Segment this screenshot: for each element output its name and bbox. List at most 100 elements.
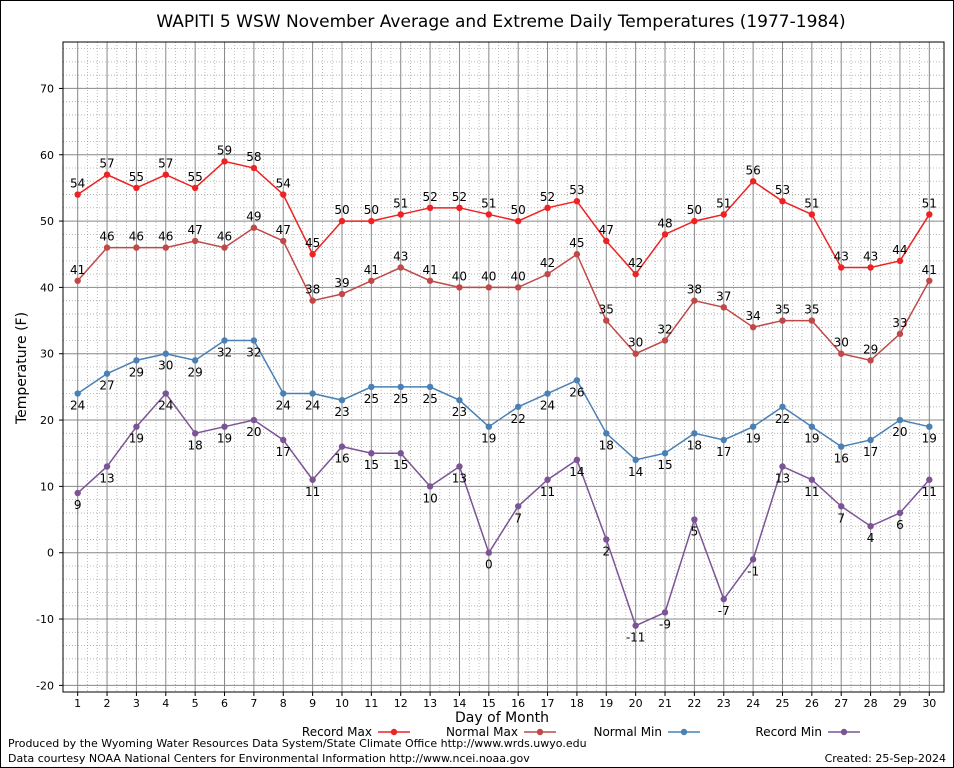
- data-label: 19: [745, 432, 760, 446]
- data-point: [720, 595, 727, 603]
- data-point: [661, 609, 669, 616]
- data-point: [838, 264, 845, 271]
- data-point: [397, 211, 404, 218]
- data-point: [896, 416, 904, 424]
- data-label: 25: [422, 392, 437, 406]
- data-label: 29: [129, 365, 144, 379]
- data-point: [867, 357, 874, 364]
- legend-label: Normal Max: [446, 725, 518, 739]
- data-point: [661, 337, 669, 344]
- data-point: [280, 237, 287, 245]
- data-point: [808, 317, 816, 324]
- data-point: [603, 430, 610, 437]
- y-axis-label: Temperature (F): [14, 312, 30, 425]
- legend-item: Normal Min: [593, 725, 700, 739]
- legend-item: Normal Max: [446, 725, 556, 739]
- data-label: 29: [863, 342, 878, 356]
- x-tick-label: 14: [452, 697, 466, 710]
- data-point: [632, 270, 639, 278]
- data-point: [103, 463, 111, 470]
- data-label: 45: [305, 236, 320, 250]
- data-point: [133, 357, 140, 364]
- data-point: [338, 217, 346, 225]
- data-point: [838, 503, 845, 510]
- data-label: -11: [626, 631, 646, 645]
- legend-item: Record Min: [755, 725, 860, 739]
- data-label: 35: [804, 303, 819, 317]
- y-tick-label: 50: [40, 215, 54, 228]
- legend-label: Record Min: [755, 725, 822, 739]
- data-point: [544, 270, 551, 278]
- data-label: 32: [217, 345, 232, 359]
- data-point: [250, 164, 258, 172]
- data-label: 30: [834, 336, 849, 350]
- data-label: 23: [334, 405, 349, 419]
- data-label: 15: [657, 458, 672, 472]
- data-point: [603, 317, 610, 324]
- data-point: [720, 436, 727, 444]
- data-label: 50: [511, 203, 526, 217]
- data-point: [485, 284, 493, 291]
- data-point: [280, 436, 287, 444]
- data-courtesy-credit: Data courtesy NOAA National Centers for …: [8, 752, 530, 765]
- data-label: 42: [628, 256, 643, 270]
- data-label: 40: [511, 269, 526, 283]
- data-point: [808, 211, 816, 218]
- data-point: [191, 237, 199, 245]
- x-tick-label: 3: [133, 697, 140, 710]
- data-label: 17: [863, 445, 878, 459]
- data-label: 24: [540, 399, 555, 413]
- grid: [63, 42, 944, 692]
- x-tick-label: 25: [775, 697, 789, 710]
- legend: Record Max Normal Max Normal Min Record Min: [302, 725, 860, 739]
- data-label: 41: [422, 263, 437, 277]
- data-point: [250, 337, 258, 344]
- data-label: 59: [217, 143, 232, 157]
- data-label: 40: [452, 269, 467, 283]
- data-label: 41: [364, 263, 379, 277]
- data-point: [749, 423, 757, 430]
- data-point: [133, 244, 140, 251]
- data-point: [544, 390, 551, 397]
- x-tick-label: 15: [482, 697, 496, 710]
- x-tick-label: 16: [511, 697, 525, 710]
- data-label: 18: [599, 438, 614, 452]
- data-label: 48: [657, 216, 672, 230]
- x-tick-label: 4: [162, 697, 169, 710]
- data-point: [191, 430, 199, 437]
- data-label: 23: [452, 405, 467, 419]
- data-point: [426, 383, 434, 391]
- x-tick-label: 21: [658, 697, 672, 710]
- data-point: [309, 251, 316, 258]
- data-label: 53: [775, 183, 790, 197]
- x-tick-label: 20: [629, 697, 643, 710]
- data-label: 46: [217, 230, 232, 244]
- data-point: [280, 191, 287, 198]
- data-label: 19: [481, 432, 496, 446]
- data-point: [133, 423, 140, 430]
- data-point: [221, 158, 228, 165]
- data-point: [896, 330, 904, 338]
- data-point: [397, 383, 404, 391]
- data-label: 26: [569, 385, 584, 399]
- data-point: [162, 171, 169, 178]
- data-label: 17: [716, 445, 731, 459]
- x-tick-label: 19: [599, 697, 613, 710]
- data-point: [749, 324, 757, 331]
- data-label: 17: [276, 445, 291, 459]
- data-point: [191, 184, 199, 192]
- legend-label: Normal Min: [593, 725, 662, 739]
- data-label: 19: [922, 432, 937, 446]
- data-label: 50: [334, 203, 349, 217]
- y-tick-label: -10: [36, 613, 54, 626]
- data-label: 52: [540, 190, 555, 204]
- legend-swatch-marker: [680, 728, 688, 736]
- data-label: 51: [716, 196, 731, 210]
- data-point: [338, 290, 346, 298]
- data-label: 20: [246, 425, 261, 439]
- data-label: 7: [837, 511, 845, 525]
- data-point: [162, 244, 169, 251]
- y-tick-label: 10: [40, 480, 54, 493]
- data-label: 58: [246, 150, 261, 164]
- data-label: 19: [129, 432, 144, 446]
